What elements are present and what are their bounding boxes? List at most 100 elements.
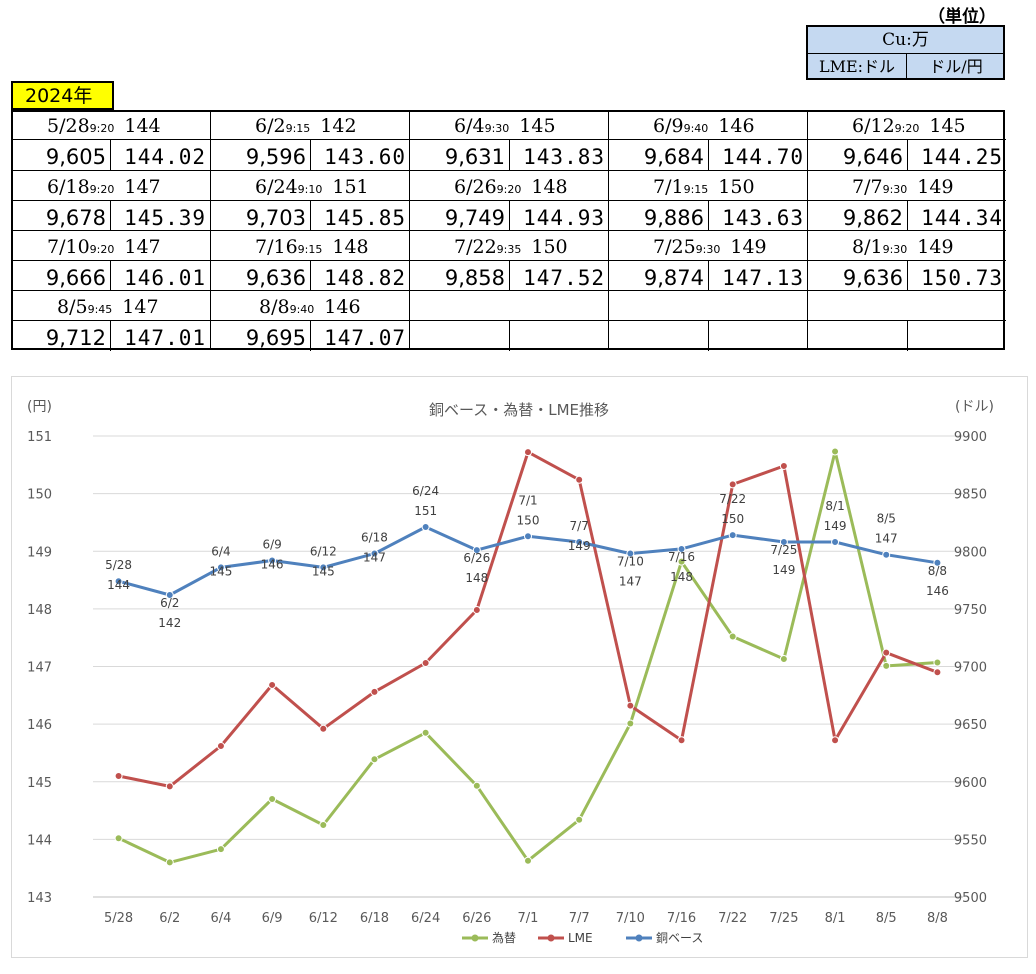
lme-value: 9,858 bbox=[410, 261, 510, 291]
data-point bbox=[370, 687, 379, 696]
data-point bbox=[882, 550, 891, 559]
x-tick: 7/22 bbox=[718, 911, 747, 926]
fx-value: 146.01 bbox=[124, 266, 206, 290]
point-label-value: 151 bbox=[414, 504, 437, 518]
table-cell: 7/19:15 150 9,886 143.63 bbox=[608, 170, 807, 231]
fx-value: 143.83 bbox=[523, 145, 605, 169]
fx-value: 150.73 bbox=[921, 266, 1003, 290]
x-tick: 7/1 bbox=[518, 911, 539, 926]
fx-value: 144.02 bbox=[124, 145, 206, 169]
point-label-value: 144 bbox=[107, 578, 130, 592]
series-lines bbox=[114, 447, 942, 867]
data-point bbox=[472, 606, 481, 615]
data-point bbox=[575, 475, 584, 484]
lme-value: 9,886 bbox=[609, 201, 709, 231]
fx-value: 147.52 bbox=[523, 266, 605, 290]
x-tick: 6/18 bbox=[360, 911, 389, 926]
data-point bbox=[421, 523, 430, 532]
unit-fx: ドル/円 bbox=[929, 57, 983, 76]
lme-value: 9,636 bbox=[211, 261, 311, 291]
table-cell: 7/169:15 148 9,636 148.82 bbox=[210, 230, 409, 291]
unit-box: Cu:万 LME:ドル ドル/円 bbox=[806, 25, 1005, 80]
legend: 為替 LME 銅ベース bbox=[462, 931, 703, 945]
table-time: 9:45 bbox=[87, 303, 113, 316]
lme-value bbox=[808, 321, 908, 351]
table-copper-base: 144 bbox=[124, 115, 161, 137]
fx-value: 144.25 bbox=[921, 145, 1003, 169]
table-date: 6/18 bbox=[47, 176, 90, 198]
data-point bbox=[319, 820, 328, 829]
data-point bbox=[728, 480, 737, 489]
table-copper-base: 150 bbox=[531, 236, 568, 258]
year-badge: 2024年 bbox=[11, 81, 114, 110]
data-point bbox=[216, 845, 225, 854]
table-time: 9:30 bbox=[484, 122, 510, 135]
lme-value: 9,749 bbox=[410, 201, 510, 231]
fx-value: 148.82 bbox=[324, 266, 406, 290]
point-label-value: 147 bbox=[875, 532, 898, 546]
lme-value bbox=[410, 321, 510, 351]
data-point bbox=[370, 755, 379, 764]
chart-title: 銅ベース・為替・LME推移 bbox=[429, 401, 609, 419]
data-point bbox=[370, 549, 379, 558]
table-copper-base: 148 bbox=[531, 176, 568, 198]
y-axis-left-label: (円) bbox=[27, 399, 52, 415]
point-label-value: 150 bbox=[721, 512, 744, 526]
x-tick: 5/28 bbox=[104, 911, 133, 926]
table-copper-base: 147 bbox=[122, 296, 159, 318]
y-tick-left: 147 bbox=[27, 661, 52, 676]
table-copper-base: 146 bbox=[324, 296, 361, 318]
lme-value: 9,605 bbox=[11, 140, 111, 170]
data-point bbox=[933, 558, 942, 567]
lme-value: 9,684 bbox=[609, 140, 709, 170]
y-tick-left: 150 bbox=[27, 488, 52, 503]
fx-value: 143.60 bbox=[324, 145, 406, 169]
table-cell bbox=[608, 290, 807, 351]
point-label-date: 7/7 bbox=[570, 519, 589, 533]
lme-value: 9,631 bbox=[410, 140, 510, 170]
x-tick: 8/5 bbox=[876, 911, 897, 926]
fx-value: 144.70 bbox=[722, 145, 804, 169]
y-tick-left: 143 bbox=[27, 891, 52, 906]
legend-label: 為替 bbox=[492, 931, 516, 945]
point-label-date: 7/25 bbox=[770, 543, 797, 557]
table-time: 9:30 bbox=[882, 183, 908, 196]
data-point bbox=[677, 736, 686, 745]
point-label-date: 7/16 bbox=[668, 550, 695, 564]
table-cell: 8/89:40 146 9,695 147.07 bbox=[210, 290, 409, 351]
y-tick-left: 145 bbox=[27, 776, 52, 791]
table-copper-base: 142 bbox=[320, 115, 357, 137]
data-point bbox=[779, 655, 788, 664]
data-point bbox=[626, 719, 635, 728]
table-copper-base: 149 bbox=[917, 176, 954, 198]
data-point bbox=[524, 448, 532, 457]
data-point bbox=[216, 563, 225, 572]
data-point bbox=[319, 724, 328, 733]
lme-value: 9,596 bbox=[211, 140, 311, 170]
table-time: 9:30 bbox=[882, 243, 908, 256]
point-label-date: 7/22 bbox=[719, 492, 746, 506]
fx-value: 147.01 bbox=[124, 326, 206, 350]
table-date: 5/28 bbox=[47, 115, 90, 137]
table-time: 9:20 bbox=[89, 243, 115, 256]
point-label-date: 6/2 bbox=[160, 596, 179, 610]
point-label-date: 6/26 bbox=[463, 551, 490, 565]
table-time: 9:20 bbox=[89, 183, 115, 196]
fx-value: 144.34 bbox=[921, 206, 1003, 230]
point-labels: 5/28 144 6/2 142 6/4 145 6/9 146 6/12 145 6/18 147 6… bbox=[105, 484, 949, 630]
data-point bbox=[165, 858, 174, 867]
point-label-value: 142 bbox=[158, 616, 181, 630]
table-cell: 6/49:30 145 9,631 143.83 bbox=[409, 110, 608, 170]
x-tick: 6/4 bbox=[210, 911, 231, 926]
table-date: 7/22 bbox=[454, 236, 497, 258]
fx-value: 144.93 bbox=[523, 206, 605, 230]
chart-frame: 銅ベース・為替・LME推移 (円) (ドル) 143 9500 144 9550 145… bbox=[11, 376, 1028, 958]
y-tick-left: 148 bbox=[27, 603, 52, 618]
axis-ticks: 143 9500 144 9550 145 9600 146 9650 147 9700 148 97… bbox=[27, 430, 987, 926]
point-label-date: 6/4 bbox=[211, 544, 230, 558]
table-cell: 6/269:20 148 9,749 144.93 bbox=[409, 170, 608, 231]
legend-marker bbox=[547, 934, 555, 942]
table-copper-base: 149 bbox=[917, 236, 954, 258]
lme-value bbox=[609, 321, 709, 351]
table-time: 9:20 bbox=[894, 122, 920, 135]
